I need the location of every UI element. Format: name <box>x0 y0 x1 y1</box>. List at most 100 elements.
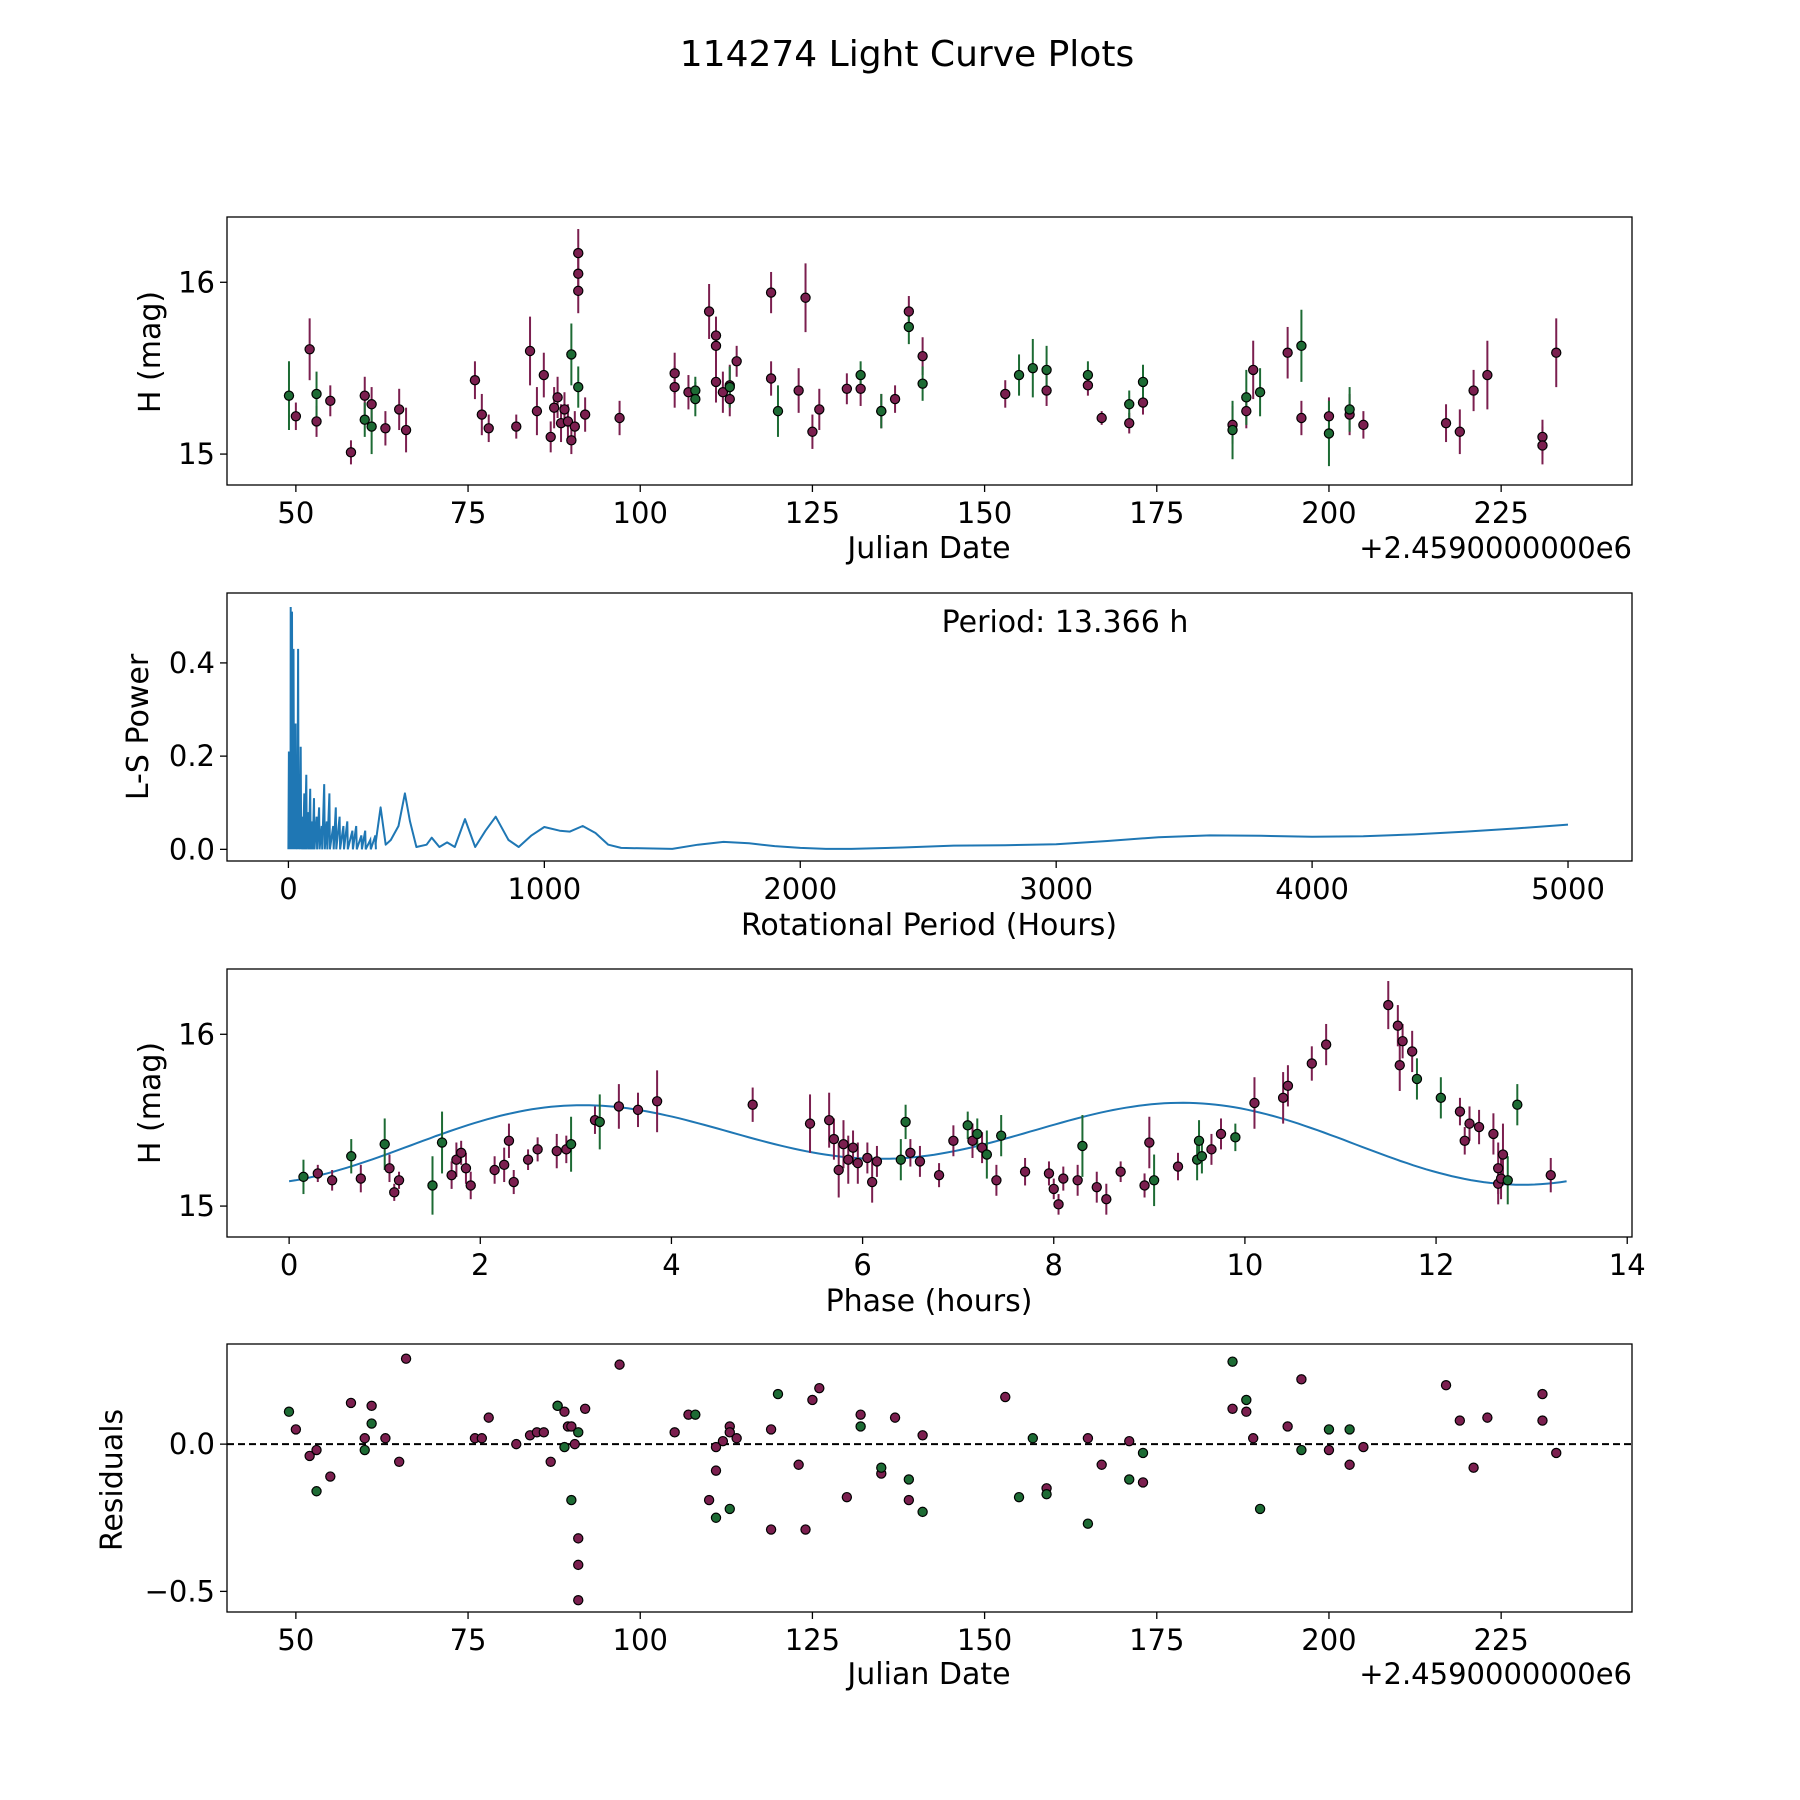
light-curve-point <box>1082 380 1094 391</box>
residuals-point <box>903 1494 915 1506</box>
light-curve-point <box>566 435 577 446</box>
phase-curve-point <box>1394 1060 1405 1071</box>
phase-curve-point <box>1545 1169 1556 1181</box>
phase-curve-point <box>436 1137 448 1148</box>
phase-curve-point <box>326 1175 338 1186</box>
residuals-point <box>359 1444 370 1456</box>
phase-curve-point <box>522 1154 534 1165</box>
periodogram-xtick-label: 4000 <box>1275 872 1349 906</box>
residuals-point <box>1248 1433 1259 1444</box>
phase-curve-point <box>843 1154 854 1165</box>
periodogram-xtick-label: 0 <box>279 872 297 906</box>
light-curve-point <box>669 368 680 379</box>
residuals-point <box>710 1441 722 1453</box>
light-curve-xtick-label: 50 <box>277 496 314 530</box>
residuals-point <box>1358 1441 1369 1453</box>
light-curve-point <box>724 393 735 405</box>
phase-curve-point <box>355 1173 367 1184</box>
light-curve-point <box>304 344 315 355</box>
phase-curve-point <box>1492 1163 1504 1174</box>
phase-curve-point <box>747 1099 758 1110</box>
phase-curve-point <box>594 1116 605 1128</box>
residuals-point <box>814 1382 825 1394</box>
light-curve-point <box>469 375 481 386</box>
phase-curve-point <box>384 1163 395 1174</box>
residuals-point <box>1282 1421 1293 1432</box>
residuals-point <box>573 1595 584 1606</box>
residuals-point <box>1082 1433 1094 1444</box>
light-curve-point <box>876 405 887 417</box>
residuals-point <box>1254 1503 1266 1515</box>
light-curve-point <box>559 404 570 415</box>
periodogram-ytick-label: 0.2 <box>169 739 215 773</box>
residuals-point <box>1296 1374 1307 1385</box>
residuals-point <box>304 1450 315 1462</box>
residuals-xtick-label: 125 <box>785 1623 840 1657</box>
light-curve-xtick-label: 125 <box>785 496 840 530</box>
periodogram-peaks-line <box>287 606 377 850</box>
light-curve-point <box>311 388 322 400</box>
light-curve-ytick-label: 15 <box>178 437 215 471</box>
light-curve-point <box>573 268 584 279</box>
phase-curve-point <box>823 1114 835 1126</box>
light-curve-point <box>1041 385 1052 396</box>
residuals-point <box>917 1430 928 1441</box>
phase-curve-point <box>871 1156 883 1167</box>
residuals-point <box>290 1424 302 1435</box>
residuals-point <box>1137 1447 1149 1459</box>
phase-curve-point <box>833 1164 844 1176</box>
phase-curve-point <box>962 1120 973 1131</box>
residuals-point <box>366 1418 377 1429</box>
residuals-xtick-label: 225 <box>1473 1623 1528 1657</box>
residuals-point <box>311 1486 322 1497</box>
residuals-point <box>807 1394 818 1406</box>
phase-curve-point <box>1139 1180 1150 1191</box>
phase-curve-xtick-label: 12 <box>1418 1248 1455 1282</box>
light-curve-offset-label: +2.4590000000e6 <box>1359 531 1632 565</box>
light-curve-point <box>311 416 322 427</box>
residuals-point <box>772 1388 784 1400</box>
phase-curve-point <box>981 1149 993 1160</box>
light-curve-point <box>1124 399 1135 410</box>
residuals-point <box>710 1512 722 1523</box>
residuals-xtick-label: 150 <box>957 1623 1012 1657</box>
light-curve-point <box>917 350 928 362</box>
residuals-point <box>380 1433 391 1444</box>
residuals-point <box>573 1427 584 1438</box>
residuals-point <box>855 1421 866 1432</box>
phase-curve-xtick-label: 10 <box>1226 1248 1263 1282</box>
periodogram-power-line <box>374 792 1569 850</box>
light-curve-point <box>1096 412 1107 424</box>
light-curve-point <box>855 383 866 394</box>
light-curve-point <box>573 381 584 393</box>
phase-curve-point <box>972 1128 983 1140</box>
residuals-point <box>1000 1391 1011 1403</box>
phase-curve-point <box>632 1104 644 1116</box>
phase-curve-point <box>508 1176 519 1188</box>
residuals-point <box>724 1427 735 1438</box>
phase-curve-point <box>312 1168 323 1179</box>
light-curve-xtick-label: 200 <box>1301 496 1356 530</box>
phase-curve-point <box>379 1139 390 1150</box>
residuals-panel: Julian Date Residuals +2.4590000000e6 50… <box>95 1343 1633 1692</box>
phase-curve-point <box>900 1116 911 1128</box>
light-curve-xtick-label: 75 <box>450 496 487 530</box>
light-curve-xtick-label: 225 <box>1473 496 1528 530</box>
phase-curve-point <box>1454 1106 1466 1117</box>
residuals-point <box>393 1456 405 1468</box>
light-curve-point <box>765 287 777 298</box>
light-curve-point <box>889 393 901 405</box>
phase-curve-point <box>1306 1058 1318 1069</box>
phase-curve-point <box>346 1151 357 1162</box>
phase-curve-point <box>503 1135 515 1146</box>
residuals-point <box>1241 1394 1252 1406</box>
light-curve-point <box>483 423 494 434</box>
light-curve-point <box>359 390 370 401</box>
light-curve-point <box>1000 388 1011 400</box>
phase-curve-point <box>1048 1183 1059 1195</box>
residuals-point <box>511 1438 522 1450</box>
light-curve-point <box>614 412 625 424</box>
light-curve-point <box>345 447 357 458</box>
light-curve-point <box>703 306 715 317</box>
